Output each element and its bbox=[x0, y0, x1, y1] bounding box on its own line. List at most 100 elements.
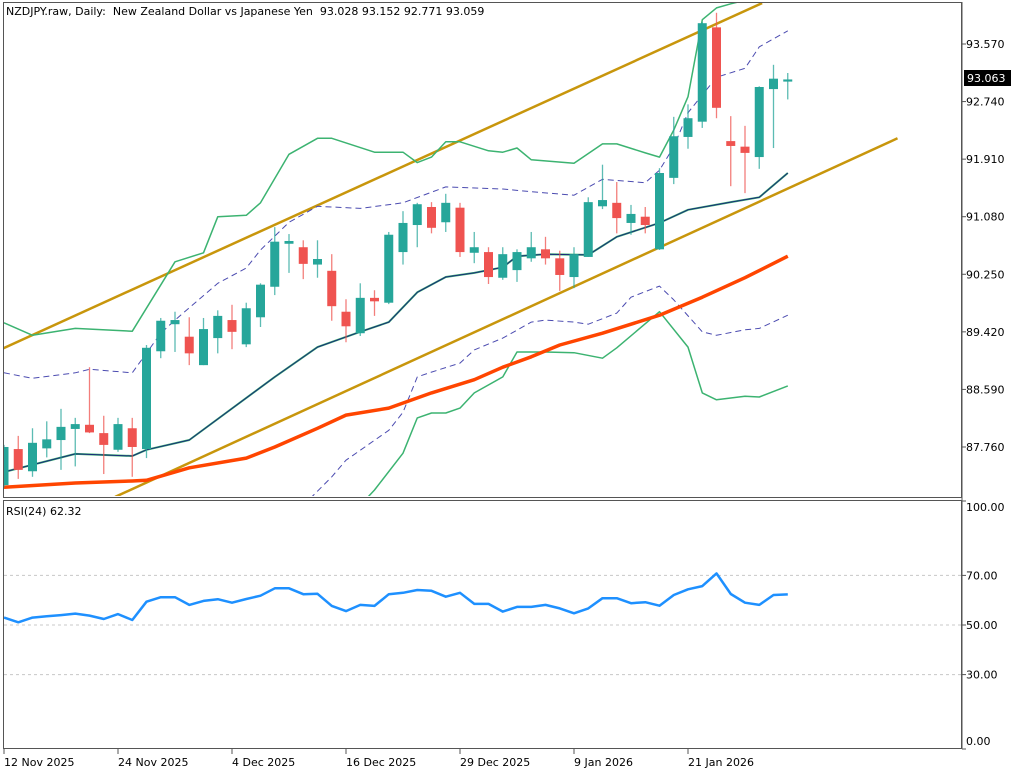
time-axis-label: 4 Dec 2025 bbox=[232, 756, 295, 769]
time-axis-label: 12 Nov 2025 bbox=[4, 756, 74, 769]
bull-candle bbox=[28, 428, 37, 477]
channel-lower-line bbox=[114, 137, 899, 496]
bull-candle bbox=[754, 86, 764, 169]
candle-body bbox=[127, 428, 137, 447]
bear-candle bbox=[370, 290, 379, 316]
candle-body bbox=[156, 320, 166, 352]
price-axis-label: 92.740 bbox=[966, 96, 1005, 109]
rsi-line bbox=[4, 572, 788, 624]
candle-body bbox=[740, 146, 750, 153]
candle-body bbox=[56, 426, 66, 441]
current-price-label: 93.063 bbox=[967, 72, 1006, 85]
candle-body bbox=[42, 439, 52, 449]
price-axis-label: 91.910 bbox=[966, 153, 1005, 166]
candle-body bbox=[341, 311, 351, 327]
price-axis-label: 87.760 bbox=[966, 441, 1005, 454]
bull-candle bbox=[170, 311, 180, 352]
bear-candle bbox=[541, 236, 550, 265]
bull-candle bbox=[213, 310, 223, 354]
bull-candle bbox=[313, 240, 322, 278]
bull-candle bbox=[412, 202, 422, 248]
time-axis-label: 29 Dec 2025 bbox=[460, 756, 530, 769]
candle-body bbox=[512, 252, 522, 271]
bull-candle bbox=[769, 64, 778, 149]
time-axis-label: 9 Jan 2026 bbox=[574, 756, 633, 769]
rsi-title: RSI(24) 62.32 bbox=[6, 505, 81, 518]
bull-candle bbox=[270, 227, 280, 296]
bull-candle bbox=[284, 234, 294, 273]
bear-candle bbox=[427, 202, 436, 234]
candle-body bbox=[555, 258, 565, 275]
rsi-axis-label: 0.00 bbox=[966, 735, 991, 748]
candle-body bbox=[569, 254, 579, 278]
candle-body bbox=[683, 118, 693, 137]
bull-candle bbox=[355, 283, 365, 337]
bear-candle bbox=[612, 182, 622, 234]
bear-candle bbox=[13, 435, 23, 479]
candle-body bbox=[441, 202, 451, 223]
rsi-panel-frame bbox=[3, 500, 962, 749]
symbol-description: New Zealand Dollar vs Japanese Yen bbox=[112, 5, 313, 18]
candle-body bbox=[313, 259, 322, 265]
symbol-label: NZDJPY.raw, Daily: bbox=[6, 5, 106, 18]
bear-candle bbox=[341, 299, 351, 343]
candle-body bbox=[655, 173, 664, 250]
candle-body bbox=[726, 141, 736, 146]
bear-candle bbox=[127, 417, 137, 477]
bull-candle bbox=[113, 417, 123, 452]
bear-candle bbox=[712, 12, 721, 119]
bull-candle bbox=[70, 417, 80, 467]
bull-candle bbox=[598, 164, 607, 210]
candle-body bbox=[469, 247, 479, 253]
candle-body bbox=[526, 247, 536, 259]
candle-body bbox=[85, 424, 94, 433]
candle-body bbox=[284, 240, 294, 244]
bull-candle bbox=[156, 317, 166, 359]
bear-candle bbox=[455, 202, 465, 257]
candle-body bbox=[427, 206, 436, 228]
bear-candle bbox=[184, 317, 194, 366]
candle-body bbox=[4, 446, 9, 486]
bear-candle bbox=[640, 206, 650, 234]
candle-body bbox=[498, 254, 508, 278]
bull-candle bbox=[241, 302, 251, 348]
bollinger-upper-line bbox=[4, 3, 738, 337]
candle-body bbox=[669, 136, 679, 178]
candle-body bbox=[754, 87, 764, 158]
candle-body bbox=[327, 270, 337, 307]
bull-candle bbox=[142, 345, 151, 459]
price-axis-label: 88.590 bbox=[966, 383, 1005, 396]
bull-candle bbox=[498, 247, 508, 280]
candle-body bbox=[712, 27, 721, 108]
candle-body bbox=[769, 78, 778, 90]
rsi-value: 62.32 bbox=[49, 505, 82, 518]
ohlc-readout: 93.028 93.152 92.771 93.059 bbox=[319, 5, 485, 18]
bull-candle bbox=[526, 231, 536, 262]
candle-body bbox=[113, 424, 123, 450]
bear-candle bbox=[227, 304, 237, 350]
chart-title: NZDJPY.raw, Daily: New Zealand Dollar vs… bbox=[6, 5, 484, 18]
price-axis-label: 93.570 bbox=[966, 38, 1005, 51]
candle-body bbox=[384, 234, 394, 303]
bull-candle bbox=[42, 421, 52, 458]
main-chart-frame bbox=[3, 2, 962, 498]
candle-body bbox=[298, 247, 308, 264]
rsi-name: RSI(24) bbox=[6, 505, 47, 518]
candle-body bbox=[783, 79, 793, 82]
candle-body bbox=[612, 202, 622, 219]
candle-body bbox=[227, 320, 237, 332]
bull-candle bbox=[441, 193, 451, 232]
candle-body bbox=[412, 204, 422, 226]
bull-candle bbox=[669, 116, 679, 185]
bull-candle bbox=[655, 168, 664, 250]
bull-candle bbox=[256, 283, 265, 327]
candle-body bbox=[640, 216, 650, 226]
price-axis-label: 89.420 bbox=[966, 326, 1005, 339]
envelope-lower-line bbox=[311, 285, 789, 496]
current-price-tag: 93.063 bbox=[964, 70, 1011, 86]
bull-candle bbox=[569, 247, 579, 289]
bull-candle bbox=[469, 231, 479, 264]
bull-candle bbox=[683, 104, 693, 149]
bear-candle bbox=[327, 254, 337, 321]
